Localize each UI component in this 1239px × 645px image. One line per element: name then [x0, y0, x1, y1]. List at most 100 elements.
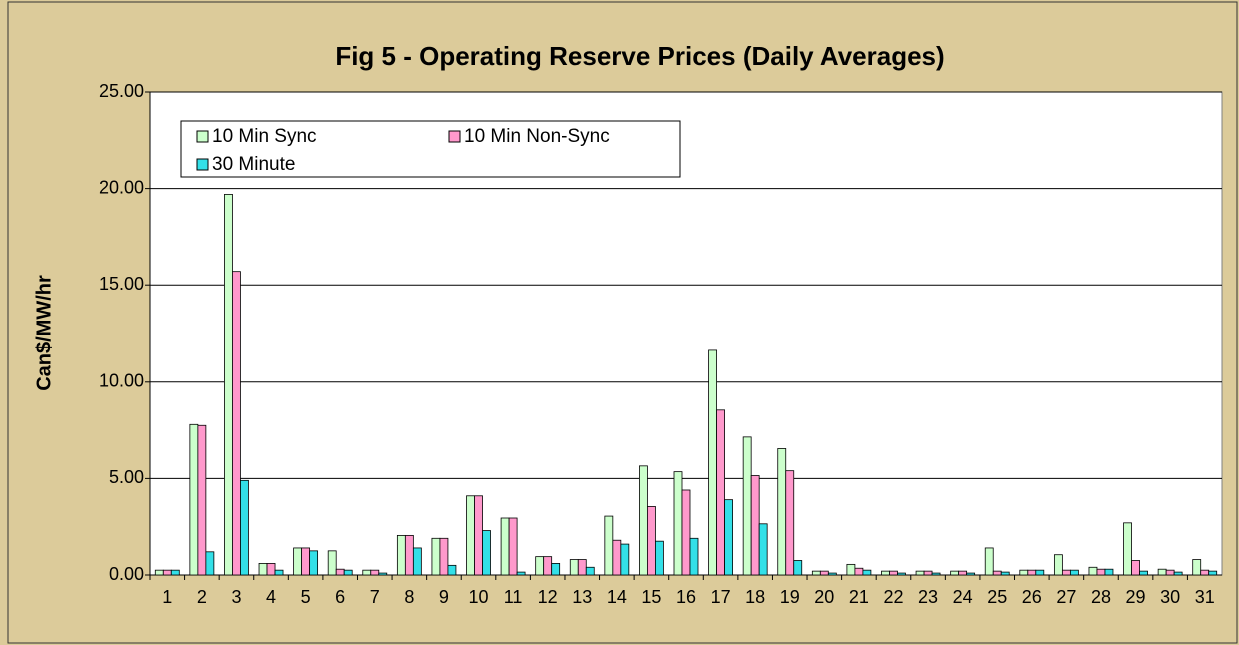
bar	[915, 570, 925, 576]
x-tick-label: 16	[676, 587, 696, 607]
y-tick-label: 20.00	[99, 177, 144, 197]
bar	[535, 556, 545, 576]
x-tick-label: 27	[1056, 587, 1076, 607]
bar	[1123, 522, 1132, 576]
bar	[466, 495, 475, 576]
bar	[862, 569, 872, 576]
bar	[508, 517, 518, 576]
bar	[258, 563, 268, 576]
x-tick-label: 6	[335, 587, 345, 607]
x-tick-label: 3	[231, 587, 241, 607]
x-tick-label: 24	[953, 587, 973, 607]
bar	[612, 539, 622, 576]
bar	[1192, 559, 1202, 576]
bar	[224, 193, 233, 576]
x-tick-label: 5	[301, 587, 311, 607]
bar	[819, 570, 829, 576]
bar	[1139, 570, 1148, 576]
x-tick-label: 18	[745, 587, 765, 607]
bar	[327, 550, 337, 576]
x-tick-label: 26	[1022, 587, 1042, 607]
y-axis-label: Can$/MW/hr	[33, 275, 55, 391]
chart-border	[7, 1, 1238, 644]
bar	[897, 572, 906, 576]
bar	[846, 563, 856, 576]
bar	[1053, 554, 1063, 576]
bar	[585, 566, 595, 576]
x-tick-label: 28	[1091, 587, 1111, 607]
x-tick-label: 21	[849, 587, 869, 607]
bar	[240, 479, 249, 576]
bar	[984, 547, 994, 576]
bar	[673, 471, 683, 576]
chart-title: Fig 5 - Operating Reserve Prices (Daily …	[335, 41, 944, 71]
bar	[647, 506, 656, 576]
bar	[742, 436, 752, 576]
bar	[404, 534, 414, 576]
bar	[604, 515, 614, 576]
bar	[716, 409, 725, 576]
bar	[1027, 569, 1037, 576]
x-tick-label: 9	[439, 587, 449, 607]
bar	[362, 569, 372, 576]
x-tick-label: 20	[814, 587, 834, 607]
legend-swatch	[448, 130, 461, 143]
x-tick-label: 11	[504, 587, 523, 607]
y-tick-label: 5.00	[109, 467, 144, 487]
bar	[162, 569, 172, 576]
bar	[1173, 571, 1183, 576]
bar	[958, 570, 968, 576]
bar	[482, 530, 491, 576]
bar	[1208, 570, 1218, 576]
x-tick-label: 22	[883, 587, 903, 607]
legend-label: 10 Min Non-Sync	[464, 126, 610, 147]
bar	[266, 563, 276, 576]
bar	[785, 470, 795, 576]
x-tick-label: 2	[197, 587, 207, 607]
bar	[992, 570, 1002, 576]
bar	[639, 465, 648, 576]
bar	[197, 424, 207, 576]
bar	[500, 517, 510, 576]
bar	[758, 523, 768, 576]
y-tick-label: 10.00	[99, 371, 144, 391]
bar	[689, 537, 699, 576]
bar	[827, 572, 837, 576]
y-tick-label: 0.00	[109, 564, 144, 584]
x-tick-label: 1	[162, 587, 172, 607]
x-tick-label: 25	[987, 587, 1007, 607]
y-tick-label: 15.00	[99, 274, 144, 294]
bar	[335, 568, 345, 576]
bar	[309, 550, 319, 576]
bar	[205, 551, 215, 576]
x-tick-label: 19	[780, 587, 800, 607]
bar	[724, 499, 733, 576]
x-tick-label: 31	[1195, 587, 1215, 607]
bar	[577, 559, 587, 576]
x-tick-label: 23	[918, 587, 938, 607]
bar	[543, 556, 553, 576]
bar	[881, 570, 890, 576]
bar	[931, 572, 941, 576]
bar	[189, 423, 199, 576]
bar	[793, 560, 803, 576]
bar	[750, 475, 760, 576]
bar	[620, 543, 630, 576]
bar	[1019, 569, 1029, 576]
legend-label: 30 Minute	[212, 154, 295, 175]
bar	[274, 569, 284, 576]
x-tick-label: 29	[1126, 587, 1146, 607]
bar	[170, 569, 180, 576]
bar	[447, 564, 457, 576]
bar	[681, 489, 691, 576]
x-tick-label: 14	[607, 587, 627, 607]
bar	[655, 540, 664, 576]
x-tick-label: 4	[266, 587, 276, 607]
bar	[1035, 569, 1045, 576]
bar	[1104, 568, 1114, 576]
x-tick-label: 8	[404, 587, 414, 607]
legend-box	[180, 120, 681, 178]
bar	[1157, 568, 1167, 576]
bar	[232, 271, 241, 576]
